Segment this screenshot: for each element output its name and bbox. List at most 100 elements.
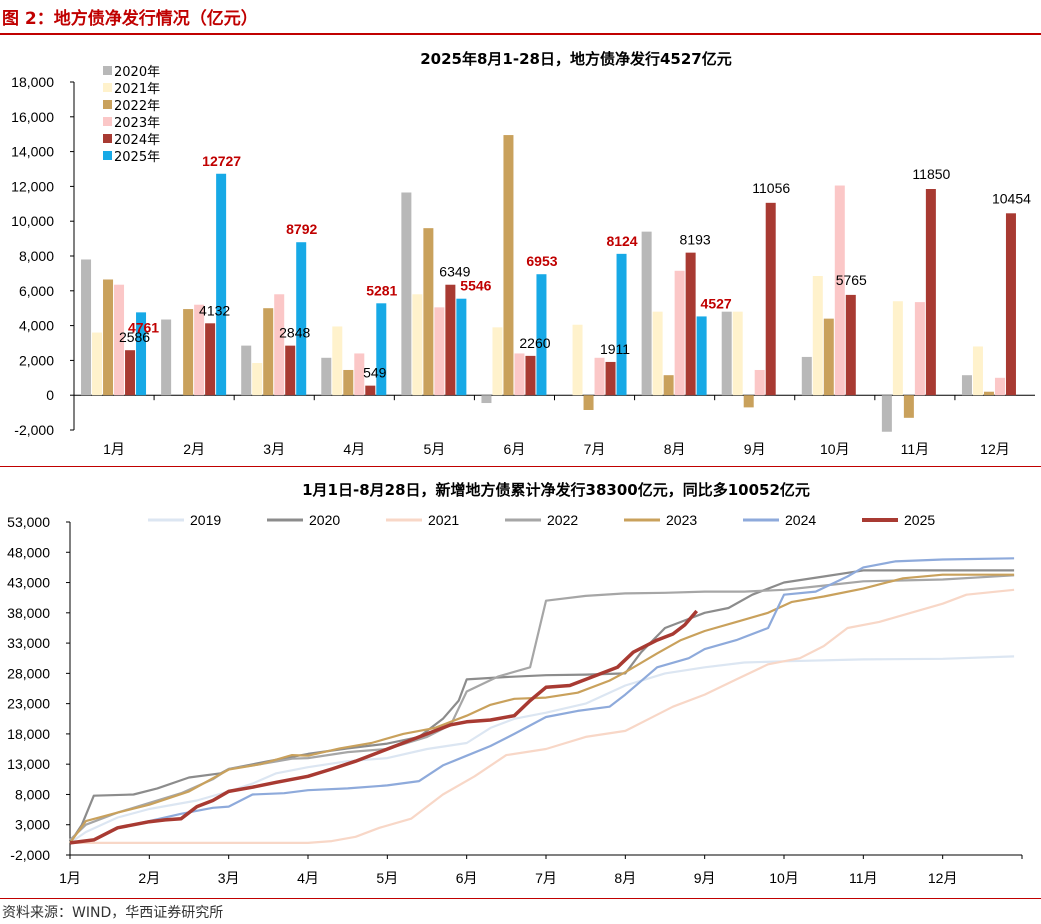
bar-2022年 — [743, 395, 754, 408]
x-tick-label: 7月 — [535, 870, 557, 886]
series-line-2023 — [69, 573, 1015, 844]
bar-2022年 — [583, 395, 594, 410]
bar-2025年 — [376, 303, 387, 396]
data-label-2025: 5546 — [460, 278, 491, 294]
y-tick-label: 53,000 — [7, 514, 50, 530]
bar-2025年 — [696, 316, 707, 396]
legend-label: 2023 — [666, 512, 697, 528]
bar-2023年 — [274, 294, 285, 396]
bar-2020年 — [641, 231, 652, 396]
bar-2025年 — [216, 173, 227, 396]
x-tick-label: 3月 — [218, 870, 240, 886]
data-label-2024: 6349 — [439, 264, 470, 280]
bar-2021年 — [652, 311, 663, 396]
bar-2020年 — [801, 356, 812, 396]
series-line-2021 — [70, 588, 1015, 844]
legend-swatch — [103, 151, 112, 160]
bar-2022年 — [903, 395, 914, 418]
y-tick-label: 16,000 — [11, 109, 54, 125]
y-tick-label: 48,000 — [7, 544, 50, 560]
x-tick-label: 4月 — [297, 870, 319, 886]
bar-2024年 — [525, 355, 536, 396]
data-label-2024: 11056 — [752, 180, 790, 196]
bar-2022年 — [423, 228, 434, 396]
legend-label: 2025年 — [114, 150, 160, 165]
bar-2023年 — [754, 369, 765, 396]
y-tick-label: 0 — [46, 387, 54, 403]
line-chart-title: 1月1日-8月28日，新增地方债累计净发行38300亿元，同比多10052亿元 — [302, 481, 810, 499]
legend-label: 2025 — [904, 512, 935, 528]
x-tick-label: 1月 — [103, 441, 125, 457]
bar-2025年 — [616, 253, 627, 396]
x-tick-label: 7月 — [584, 441, 606, 457]
x-tick-label: 8月 — [614, 870, 636, 886]
data-label-2024: 8193 — [680, 232, 711, 248]
bar-2024年 — [605, 361, 616, 396]
data-label-2024: 2848 — [279, 325, 310, 341]
y-tick-label: 8,000 — [15, 786, 50, 802]
bar-2025年 — [136, 312, 147, 396]
legend-swatch — [103, 83, 112, 92]
bar-2024年 — [445, 284, 456, 396]
bar-2023年 — [514, 353, 525, 396]
bar-2025年 — [536, 274, 547, 396]
y-tick-label: 10,000 — [11, 213, 54, 229]
bar-2023年 — [434, 307, 445, 396]
data-label-2024: 5765 — [836, 272, 867, 288]
legend-swatch — [103, 117, 112, 126]
x-tick-label: 11月 — [901, 441, 930, 457]
bar-2023年 — [914, 302, 925, 396]
bar-2022年 — [663, 375, 674, 396]
x-tick-label: 1月 — [59, 870, 81, 886]
legend-label: 2021 — [428, 512, 459, 528]
bar-2020年 — [241, 345, 252, 396]
bar-2023年 — [674, 270, 685, 396]
y-tick-label: 8,000 — [19, 248, 54, 264]
figure-title: 图 2：地方债净发行情况（亿元） — [2, 9, 258, 29]
y-tick-label: 18,000 — [7, 726, 50, 742]
bar-2024年 — [1005, 213, 1016, 396]
bar-2022年 — [823, 318, 834, 396]
bar-2022年 — [503, 135, 514, 396]
line-chart: 1月1日-8月28日，新增地方债累计净发行38300亿元，同比多10052亿元 … — [7, 481, 1023, 886]
bar-2023年 — [594, 357, 605, 396]
y-tick-label: 13,000 — [7, 756, 50, 772]
bar-2021年 — [732, 311, 743, 396]
bar-2024年 — [365, 385, 376, 396]
legend-label: 2021年 — [114, 82, 160, 97]
bar-2021年 — [412, 294, 423, 396]
y-tick-label: 18,000 — [11, 74, 54, 90]
data-label-2025: 8124 — [606, 233, 637, 249]
legend-label: 2023年 — [114, 116, 160, 131]
bar-2021年 — [812, 276, 823, 396]
x-tick-label: 6月 — [456, 870, 478, 886]
bar-2020年 — [161, 319, 172, 396]
data-label-2025: 4761 — [128, 319, 159, 335]
legend-label: 2024年 — [114, 133, 160, 148]
series-line-2024 — [69, 557, 1015, 844]
bar-2021年 — [492, 327, 503, 396]
legend-swatch — [103, 100, 112, 109]
data-label-2024: 4132 — [199, 302, 230, 318]
y-tick-label: 2,000 — [19, 352, 54, 368]
y-tick-label: 3,000 — [15, 817, 50, 833]
bar-2022年 — [183, 309, 194, 396]
bar-2023年 — [354, 353, 365, 396]
bar-2020年 — [81, 259, 92, 396]
bar-2024年 — [205, 323, 216, 396]
bar-2024年 — [925, 189, 936, 396]
data-label-2024: 10454 — [992, 190, 1031, 206]
y-tick-label: 38,000 — [7, 605, 50, 621]
bar-2023年 — [194, 304, 205, 396]
bar-2021年 — [332, 326, 343, 396]
bar-2021年 — [572, 324, 583, 396]
y-tick-label: 23,000 — [7, 696, 50, 712]
bar-2024年 — [685, 252, 696, 396]
y-tick-label: 33,000 — [7, 635, 50, 651]
data-label-2024: 2260 — [519, 335, 550, 351]
bar-2020年 — [961, 375, 972, 396]
y-tick-label: 6,000 — [19, 283, 54, 299]
series-line-2019 — [69, 655, 1015, 844]
bar-2020年 — [321, 357, 332, 396]
x-tick-label: 3月 — [263, 441, 285, 457]
